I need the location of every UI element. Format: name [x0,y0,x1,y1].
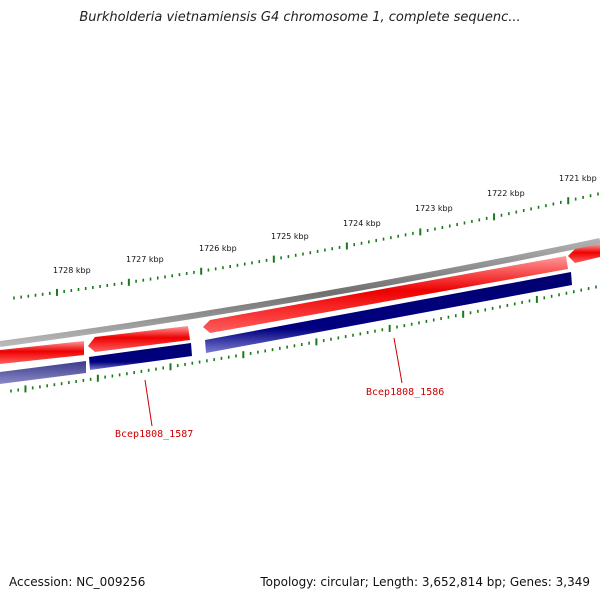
accession-text: Accession: NC_009256 [9,575,146,589]
tick-label: 1728 kbp [53,266,91,275]
gene-arrow[interactable] [0,341,84,364]
tick-label: 1726 kbp [199,244,237,253]
gene-arrow[interactable] [568,244,600,263]
gene-callout-line [393,337,403,384]
cds-block[interactable] [205,272,572,353]
gene-label-bcep1808-1586[interactable]: Bcep1808_1586 [366,387,444,398]
cds-block[interactable] [0,361,86,384]
gene-arrow[interactable] [203,256,568,333]
gene-label-bcep1808-1587[interactable]: Bcep1808_1587 [115,429,193,440]
genome-summary-text: Topology: circular; Length: 3,652,814 bp… [260,575,590,589]
tick-label: 1721 kbp [559,174,597,183]
tick-label: 1727 kbp [126,255,164,264]
tick-label-group: 1728 kbp 1727 kbp 1726 kbp 1725 kbp 1724 kbp… [53,174,597,275]
inner-tick-ring [10,285,597,393]
tick-label: 1724 kbp [343,219,381,228]
cds-block[interactable] [89,343,192,370]
tick-label: 1722 kbp [487,189,525,198]
cds-track [0,272,572,384]
outer-tick-ring [13,192,599,300]
gene-track-forward [0,244,600,364]
backbone-track [0,238,600,347]
gene-callout-line [144,379,153,427]
tick-label: 1723 kbp [415,204,453,213]
tick-label: 1725 kbp [271,232,309,241]
map-title: Burkholderia vietnamiensis G4 chromosome… [79,10,521,25]
gene-arrow[interactable] [88,326,190,352]
